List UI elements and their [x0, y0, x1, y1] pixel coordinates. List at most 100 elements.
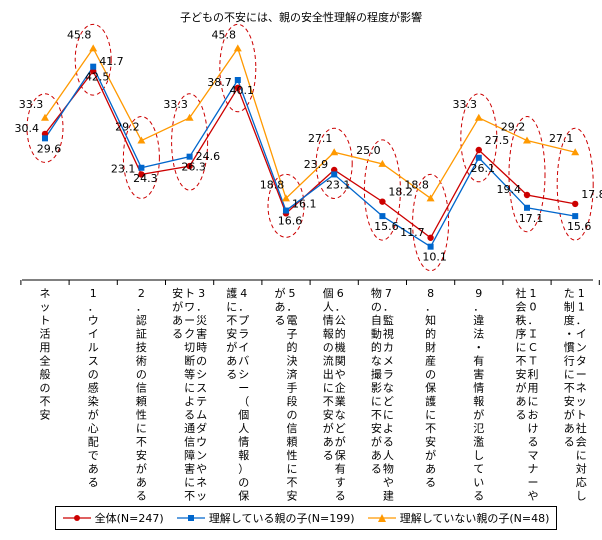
data-label: 16.6	[278, 215, 303, 228]
data-label: 29.2	[115, 121, 140, 134]
highlight-ellipse	[315, 127, 353, 199]
point-triangle	[571, 148, 580, 156]
category-label: 9 ．違法・有害情報が氾濫している	[473, 287, 484, 503]
data-label: 26.3	[181, 161, 206, 174]
category-label: ネット活用全般の不安	[40, 287, 51, 422]
point-triangle	[89, 44, 98, 52]
highlight-ellipse	[122, 116, 160, 199]
category-label: 3 ．災害時のシステムダウンやネットワーク切断等による通信障害に不安がある	[172, 286, 207, 503]
point-square	[186, 153, 193, 160]
legend-marker-square-icon	[176, 515, 205, 521]
point-triangle	[523, 136, 531, 144]
data-label: 15.6	[374, 220, 399, 233]
point-square	[572, 213, 579, 220]
data-label: 24.6	[196, 150, 221, 163]
highlight-ellipse	[74, 23, 112, 96]
category-label: 2 ．認証技術の信頼性に不安がある	[136, 287, 147, 503]
series-line-0	[44, 69, 576, 239]
data-label: 18.8	[404, 178, 429, 191]
data-label: 27.5	[485, 134, 510, 147]
highlight-ellipse	[556, 127, 594, 241]
legend-label-total: 全体(N=247)	[94, 512, 164, 525]
legend-marker-circle-icon	[62, 515, 91, 521]
point-square	[283, 207, 289, 214]
data-label: 18.2	[388, 186, 413, 199]
data-label: 42.5	[85, 71, 110, 84]
data-label: 23.1	[111, 162, 136, 175]
highlight-ellipse	[267, 173, 305, 238]
category-label: 1 0 ．ＩＣＴ利用におけるマナーや社会秩序に不安がある	[516, 286, 539, 503]
data-label: 25.0	[356, 144, 381, 157]
data-label: 23.9	[304, 158, 329, 171]
point-circle	[427, 234, 434, 241]
category-label: 6 ．公的機関や企業などが保有する個人情報の流出に不安がある	[323, 287, 346, 503]
point-circle	[523, 191, 531, 199]
point-triangle	[282, 194, 290, 202]
data-label: 23.1	[326, 178, 351, 191]
data-label: 38.7	[207, 76, 232, 89]
point-triangle	[137, 136, 146, 144]
series-line-1	[44, 65, 576, 248]
data-label: 40.1	[230, 84, 255, 97]
data-label: 33.3	[19, 98, 44, 111]
point-triangle	[330, 148, 339, 156]
legend-label-not-understanding: 理解していない親の子(N=48)	[399, 512, 550, 525]
category-label: 7 ．監視カメラなどによる人物や建物の自動的な撮影に不安がある	[371, 286, 394, 503]
point-square	[475, 154, 482, 161]
point-triangle	[426, 194, 435, 202]
point-triangle	[41, 113, 49, 121]
data-label: 27.1	[549, 132, 574, 145]
data-label: 16.1	[292, 197, 317, 210]
legend-item-not-understanding: 理解していない親の子(N=48)	[367, 510, 550, 526]
data-label: 15.6	[567, 220, 592, 233]
data-label: 10.1	[422, 251, 447, 264]
point-circle	[138, 171, 145, 178]
legend-item-understanding: 理解している親の子(N=199)	[176, 510, 355, 526]
legend-item-total: 全体(N=247)	[62, 510, 164, 526]
point-triangle	[378, 159, 387, 167]
point-circle	[186, 162, 193, 170]
data-label: 17.8	[581, 188, 602, 201]
series-line-2	[44, 46, 576, 200]
data-label: 41.7	[99, 55, 124, 68]
data-label: 17.1	[519, 212, 544, 225]
highlight-ellipse	[26, 93, 64, 163]
category-label: 8 ．知的財産の保護に不安がある	[425, 287, 436, 489]
line-chart: 30.4 41.7 23.1 24.6 38.7 16.1 23.9 18.2 11.7 27.5…	[15, 23, 602, 503]
point-triangle	[185, 113, 194, 121]
data-label: 29.6	[37, 142, 62, 155]
point-square	[427, 243, 434, 250]
point-square	[42, 135, 48, 142]
category-label: 4 ．プライバシー（個人情報）の保護に不安がある	[226, 286, 249, 503]
point-circle	[572, 200, 579, 208]
data-label: 11.7	[400, 226, 425, 239]
data-label: 30.4	[15, 122, 40, 135]
data-label: 27.1	[308, 132, 333, 145]
data-label: 18.8	[260, 178, 285, 191]
point-triangle	[474, 113, 483, 121]
category-label: 5 ．電子的決済手段の信頼性に不安がある	[275, 286, 298, 503]
chart-title: 子どもの不安には、親の安全性理解の程度が影響	[180, 11, 422, 24]
point-square	[524, 204, 530, 211]
highlight-ellipse	[508, 116, 546, 233]
point-square	[90, 63, 97, 70]
data-label: 33.3	[453, 98, 478, 111]
highlight-ellipse	[460, 93, 498, 183]
legend: 全体(N=247) 理解している親の子(N=199) 理解していない親の子(N=…	[55, 506, 557, 530]
highlight-ellipse	[412, 173, 450, 272]
point-square	[331, 171, 338, 178]
data-label: 26.1	[471, 162, 496, 175]
highlight-ellipse	[171, 93, 209, 191]
data-label: 33.3	[163, 98, 188, 111]
point-circle	[379, 198, 386, 205]
point-circle	[234, 84, 241, 91]
data-label: 45.8	[67, 28, 92, 41]
point-square	[234, 77, 241, 83]
point-triangle	[233, 44, 242, 52]
point-square	[379, 213, 386, 220]
legend-marker-triangle-icon	[367, 514, 396, 522]
data-label: 19.4	[497, 183, 522, 196]
point-square	[138, 164, 145, 171]
data-label: 45.8	[212, 28, 237, 41]
